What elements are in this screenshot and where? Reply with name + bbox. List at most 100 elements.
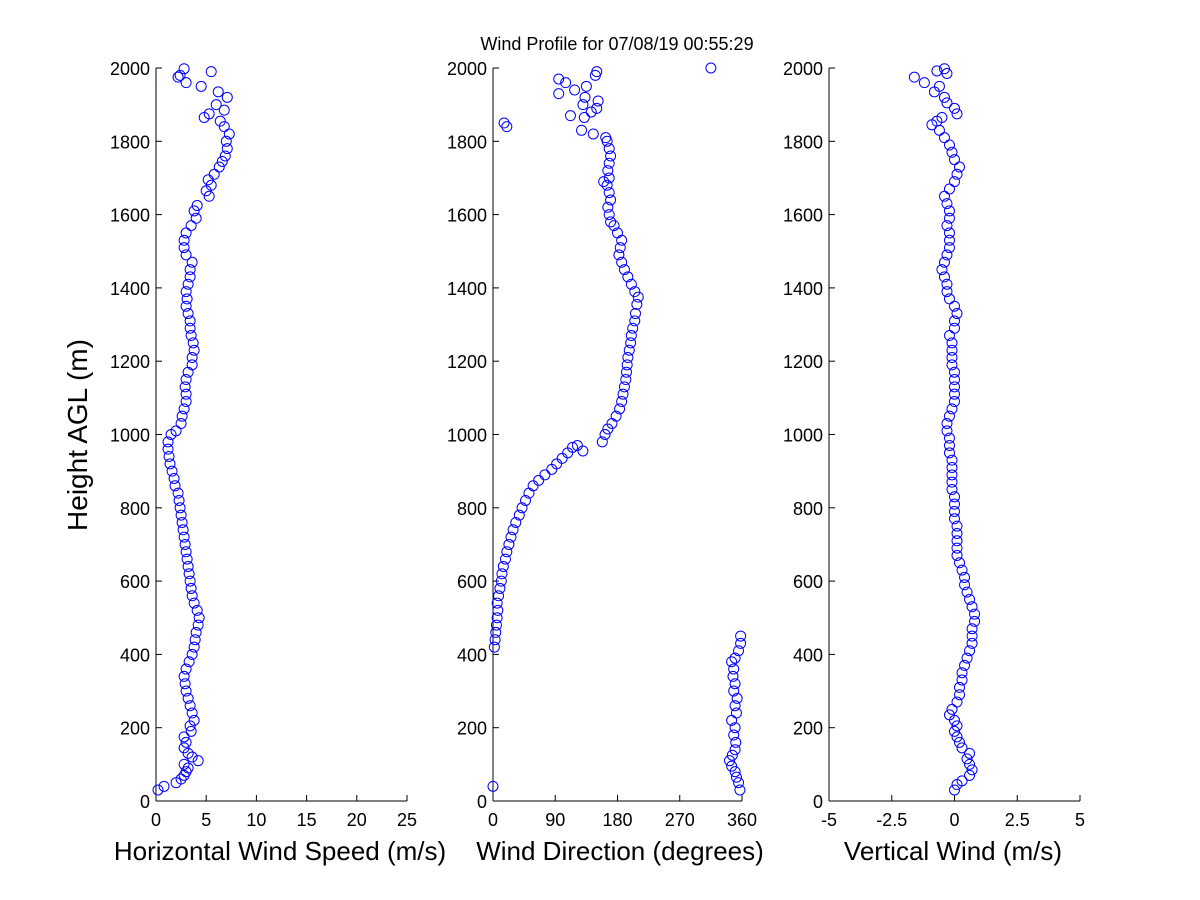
data-point-horizontal-wind-speed xyxy=(193,612,205,624)
data-point-vertical-wind xyxy=(949,300,960,312)
data-point-horizontal-wind-speed xyxy=(186,352,198,364)
data-point-wind-direction xyxy=(497,560,509,572)
data-point-horizontal-wind-speed xyxy=(178,742,190,754)
x-tick-label-wind-direction: 180 xyxy=(602,810,632,830)
data-point-wind-direction xyxy=(625,330,637,342)
data-point-horizontal-wind-speed xyxy=(180,227,192,239)
data-point-wind-direction xyxy=(556,452,568,464)
data-point-horizontal-wind-speed xyxy=(212,86,224,98)
y-tick-label-vertical-wind: 1400 xyxy=(783,279,823,299)
data-point-vertical-wind xyxy=(949,176,960,188)
data-point-wind-direction xyxy=(603,157,615,169)
data-point-wind-direction xyxy=(603,143,615,155)
data-point-vertical-wind xyxy=(941,220,953,232)
data-point-horizontal-wind-speed xyxy=(163,450,175,462)
data-point-wind-direction xyxy=(490,626,502,638)
data-point-vertical-wind xyxy=(943,330,955,342)
x-axis-label-vertical-wind: Vertical Wind (m/s) xyxy=(844,836,1062,866)
data-point-vertical-wind xyxy=(946,461,958,473)
data-point-horizontal-wind-speed xyxy=(162,443,174,455)
data-point-horizontal-wind-speed xyxy=(179,678,191,690)
data-point-horizontal-wind-speed xyxy=(180,663,192,675)
data-point-wind-direction xyxy=(492,604,504,616)
data-point-horizontal-wind-speed xyxy=(178,63,190,75)
data-point-vertical-wind xyxy=(946,344,958,356)
data-point-vertical-wind xyxy=(943,212,955,224)
data-point-vertical-wind xyxy=(966,601,978,613)
data-point-horizontal-wind-speed xyxy=(213,161,225,173)
data-point-wind-direction xyxy=(728,685,740,697)
data-point-horizontal-wind-speed xyxy=(176,410,188,422)
data-point-vertical-wind xyxy=(949,388,960,400)
data-point-vertical-wind xyxy=(951,308,963,320)
data-point-wind-direction xyxy=(726,760,738,772)
data-point-horizontal-wind-speed xyxy=(186,256,198,268)
data-point-wind-direction xyxy=(731,692,743,704)
data-point-wind-direction xyxy=(553,88,565,100)
data-point-vertical-wind xyxy=(956,742,968,754)
data-point-horizontal-wind-speed xyxy=(169,480,181,492)
data-point-vertical-wind xyxy=(966,764,978,776)
data-point-horizontal-wind-speed xyxy=(186,648,198,660)
data-point-horizontal-wind-speed xyxy=(221,143,233,155)
data-point-vertical-wind xyxy=(959,579,971,591)
data-point-vertical-wind xyxy=(941,418,953,430)
data-point-horizontal-wind-speed xyxy=(190,212,202,224)
data-point-wind-direction xyxy=(627,322,639,334)
data-point-vertical-wind xyxy=(964,758,976,770)
data-point-wind-direction xyxy=(520,494,532,506)
data-point-horizontal-wind-speed xyxy=(203,190,215,202)
data-point-wind-direction xyxy=(533,474,545,486)
data-point-vertical-wind xyxy=(938,190,950,202)
data-point-vertical-wind xyxy=(941,249,953,261)
data-point-wind-direction xyxy=(496,568,508,580)
data-point-horizontal-wind-speed xyxy=(184,315,196,327)
y-tick-label-vertical-wind: 1000 xyxy=(783,426,823,446)
data-point-horizontal-wind-speed xyxy=(184,700,196,712)
y-tick-label-horizontal-wind-speed: 1400 xyxy=(110,279,150,299)
data-point-wind-direction xyxy=(625,337,637,349)
data-point-vertical-wind xyxy=(946,703,958,715)
y-tick-label-vertical-wind: 2000 xyxy=(783,59,823,79)
data-point-wind-direction xyxy=(616,256,628,268)
data-point-vertical-wind xyxy=(966,623,978,635)
points-vertical-wind xyxy=(908,63,981,796)
data-point-wind-direction xyxy=(623,344,635,356)
data-point-vertical-wind xyxy=(949,396,960,408)
data-point-vertical-wind xyxy=(949,374,960,386)
data-point-wind-direction xyxy=(596,436,608,448)
data-point-vertical-wind xyxy=(949,322,960,334)
data-point-vertical-wind xyxy=(941,286,953,298)
y-tick-label-horizontal-wind-speed: 1600 xyxy=(110,206,150,226)
y-tick-label-vertical-wind: 1200 xyxy=(783,352,823,372)
data-point-vertical-wind xyxy=(951,542,963,554)
data-point-vertical-wind xyxy=(954,736,966,748)
data-point-horizontal-wind-speed xyxy=(184,575,196,587)
data-point-wind-direction xyxy=(489,634,501,646)
data-point-vertical-wind xyxy=(966,630,978,642)
data-point-wind-direction xyxy=(493,590,505,602)
data-point-vertical-wind xyxy=(964,593,976,605)
y-tick-label-horizontal-wind-speed: 1800 xyxy=(110,132,150,152)
data-point-vertical-wind xyxy=(949,315,960,327)
data-point-vertical-wind xyxy=(954,161,966,173)
data-point-wind-direction xyxy=(591,66,603,78)
y-tick-label-wind-direction: 1000 xyxy=(447,426,487,446)
data-point-horizontal-wind-speed xyxy=(187,337,199,349)
x-axis-label-horizontal-wind-speed: Horizontal Wind Speed (m/s) xyxy=(114,836,446,866)
data-point-horizontal-wind-speed xyxy=(186,707,198,719)
data-point-horizontal-wind-speed xyxy=(175,509,187,521)
data-point-horizontal-wind-speed xyxy=(180,388,192,400)
data-point-vertical-wind xyxy=(946,146,958,158)
data-point-vertical-wind xyxy=(946,476,958,488)
y-tick-label-vertical-wind: 200 xyxy=(793,719,823,739)
data-point-wind-direction xyxy=(729,722,741,734)
data-point-horizontal-wind-speed xyxy=(180,685,192,697)
data-point-wind-direction xyxy=(577,99,589,111)
data-point-vertical-wind xyxy=(943,709,955,721)
data-point-vertical-wind xyxy=(954,681,966,693)
data-point-horizontal-wind-speed xyxy=(192,619,204,631)
data-point-vertical-wind xyxy=(956,667,968,679)
data-point-vertical-wind xyxy=(946,454,958,466)
data-point-wind-direction xyxy=(608,220,620,232)
